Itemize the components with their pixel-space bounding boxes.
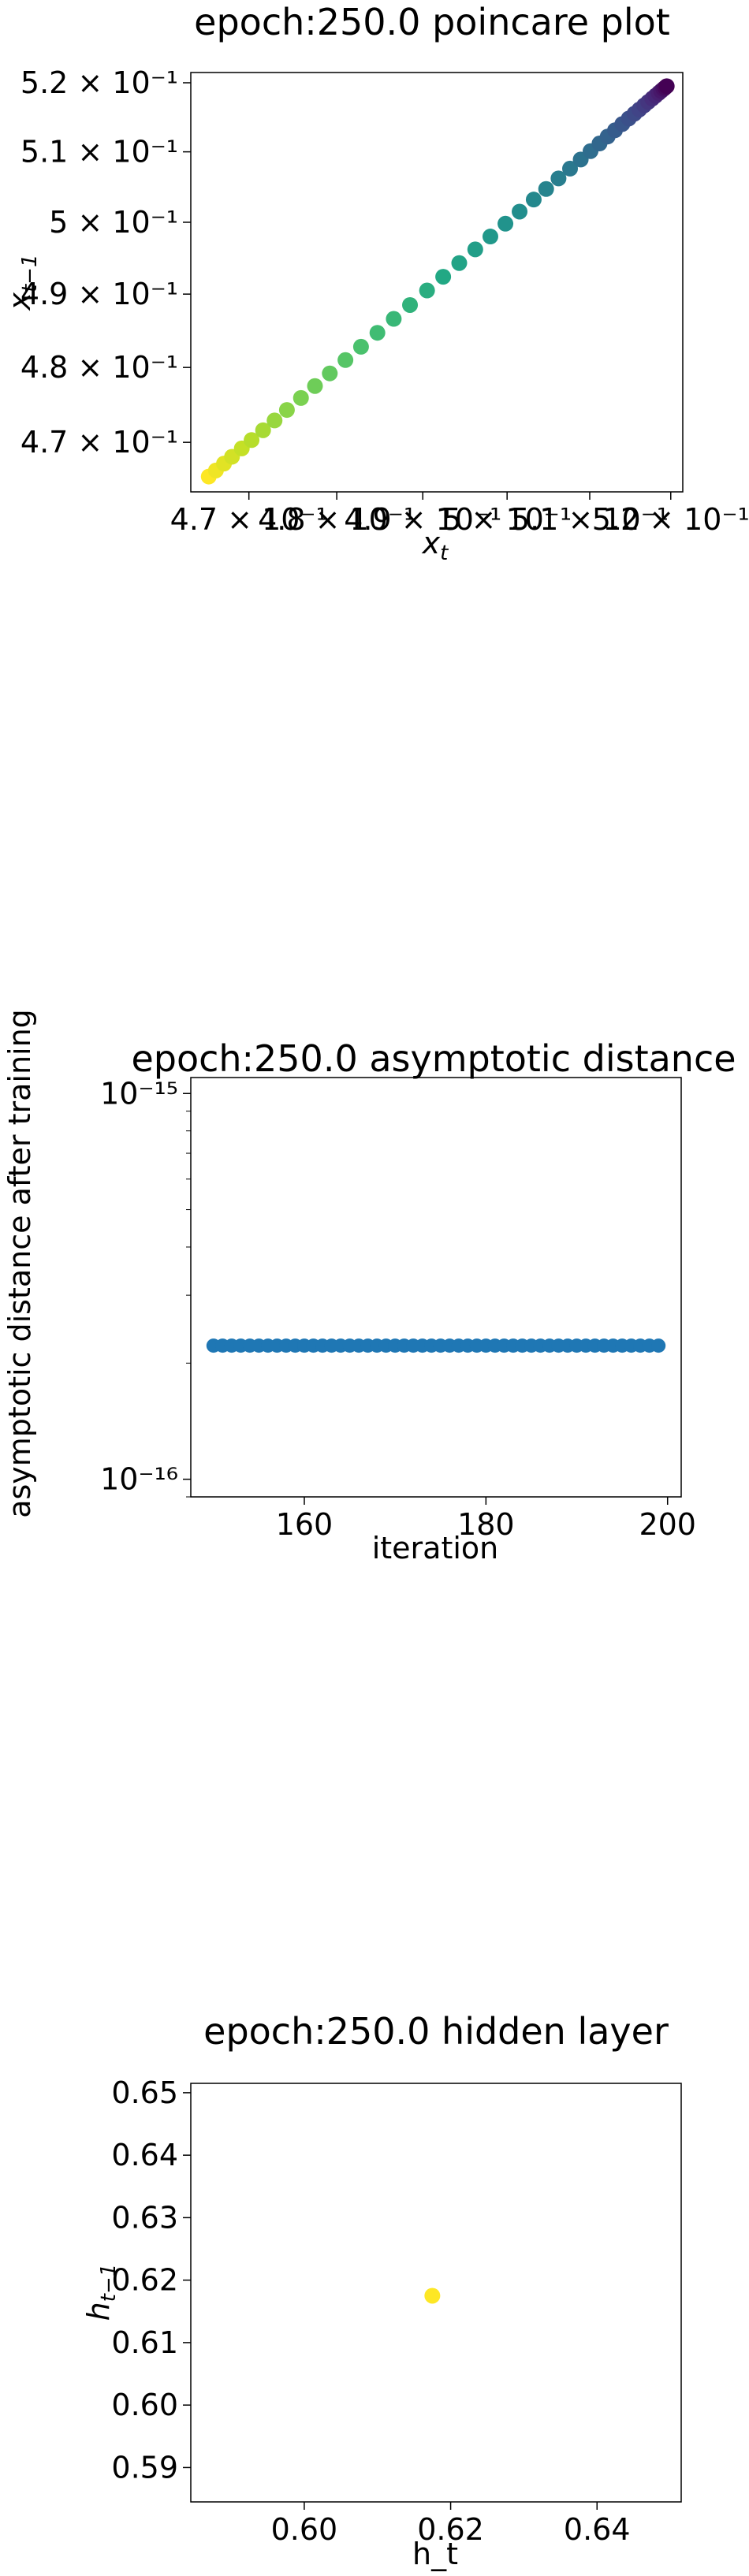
data-point <box>402 296 419 313</box>
data-point <box>386 311 402 327</box>
hidden-layer-ylabel: ht−1 <box>81 2264 121 2321</box>
asymptotic-xlabel: iteration <box>372 1531 499 1565</box>
data-point <box>538 181 554 197</box>
x-tick-label: 160 <box>276 1507 334 1542</box>
data-point <box>419 282 435 299</box>
asymptotic-ylabel: asymptotic distance after training <box>2 1009 37 1518</box>
data-point <box>562 160 579 177</box>
y-tick-label: 10⁻¹⁵ <box>100 1076 178 1111</box>
poincare-ticks: 4.7 × 10⁻¹4.7 × 10⁻¹4.8 × 10⁻¹4.8 × 10⁻¹… <box>20 65 749 537</box>
data-point <box>244 432 260 449</box>
y-tick-label: 0.61 <box>111 2325 178 2360</box>
asymptotic-distance-plot: epoch:250.0 asymptotic distance 160 180 20… <box>2 1009 736 1565</box>
x-tick-label: 5.1 × 10⁻¹ <box>511 502 669 537</box>
data-point <box>322 365 338 382</box>
data-point <box>266 412 283 429</box>
data-point <box>451 255 468 271</box>
x-tick-label: 180 <box>457 1507 515 1542</box>
x-tick-label: 4.9 × 10⁻¹ <box>344 502 501 537</box>
y-tick-label: 10⁻¹⁶ <box>100 1462 178 1497</box>
y-tick-label: 0.59 <box>111 2450 178 2485</box>
data-point <box>278 402 295 419</box>
data-point <box>651 1338 666 1353</box>
data-point <box>435 269 452 285</box>
y-tick-label: 0.64 <box>111 2138 178 2172</box>
x-tick-label: 4.7 × 10⁻¹ <box>170 502 328 537</box>
x-tick-label: 0.64 <box>564 2512 631 2547</box>
y-tick-label: 4.9 × 10⁻¹ <box>20 277 178 311</box>
data-point <box>512 203 528 220</box>
y-tick-label: 4.8 × 10⁻¹ <box>20 350 178 385</box>
asymptotic-axes-frame <box>190 1077 682 1498</box>
hidden-layer-ticks: 0.60 0.62 0.64 0.59 0.60 0.61 0.62 0.63 0.64 0.65 <box>111 2075 630 2547</box>
y-tick-label: 0.63 <box>111 2200 178 2235</box>
data-point <box>424 2288 441 2304</box>
data-point <box>550 170 567 187</box>
data-point <box>293 389 309 406</box>
data-point <box>482 229 498 245</box>
hidden-layer-xlabel: h_t <box>412 2537 458 2571</box>
y-tick-label: 5.2 × 10⁻¹ <box>20 65 178 100</box>
poincare-axes-frame <box>190 72 684 493</box>
y-tick-label: 0.65 <box>111 2075 178 2110</box>
hidden-layer-axes-frame <box>190 2083 682 2503</box>
hidden-layer-plot: epoch:250.0 hidden layer 0.60 0.62 0.64 0.5… <box>81 2010 682 2571</box>
x-tick-label: 4.8 × 10⁻¹ <box>258 502 415 537</box>
data-point <box>525 192 542 208</box>
data-point <box>497 215 514 232</box>
data-point <box>255 422 271 438</box>
asymptotic-ticks: 160 180 200 10⁻¹⁶ 10⁻¹⁵ <box>100 1076 696 1542</box>
poincare-plot: epoch:250.0 poincare plot 4.7 × 10⁻¹ 4.7 … <box>2 1 749 565</box>
data-point <box>337 352 354 368</box>
data-point <box>658 78 675 95</box>
x-tick-label: 200 <box>639 1507 696 1542</box>
y-tick-label: 5.1 × 10⁻¹ <box>20 135 178 169</box>
poincare-title: epoch:250.0 poincare plot <box>194 1 670 43</box>
data-point <box>307 378 323 394</box>
x-tick-label: 5 × 10⁻¹ <box>442 502 572 537</box>
y-tick-label: 5 × 10⁻¹ <box>49 205 178 240</box>
x-tick-label: 0.62 <box>417 2512 484 2547</box>
data-point <box>369 325 386 341</box>
data-point <box>467 241 483 258</box>
data-point <box>352 338 369 355</box>
y-tick-label: 4.7 × 10⁻¹ <box>20 425 178 460</box>
x-tick-label: 0.60 <box>271 2512 338 2547</box>
hidden-layer-points <box>424 2288 441 2304</box>
y-tick-label: 0.62 <box>111 2263 178 2298</box>
asymptotic-title: epoch:250.0 asymptotic distance <box>131 1037 736 1080</box>
asymptotic-points <box>206 1338 666 1353</box>
x-tick-label: 5.2 × 10⁻¹ <box>592 502 749 537</box>
poincare-ylabel: xt−1 <box>2 254 42 311</box>
poincare-points <box>200 78 675 485</box>
hidden-layer-title: epoch:250.0 hidden layer <box>203 2010 669 2053</box>
y-tick-label: 0.60 <box>111 2388 178 2422</box>
